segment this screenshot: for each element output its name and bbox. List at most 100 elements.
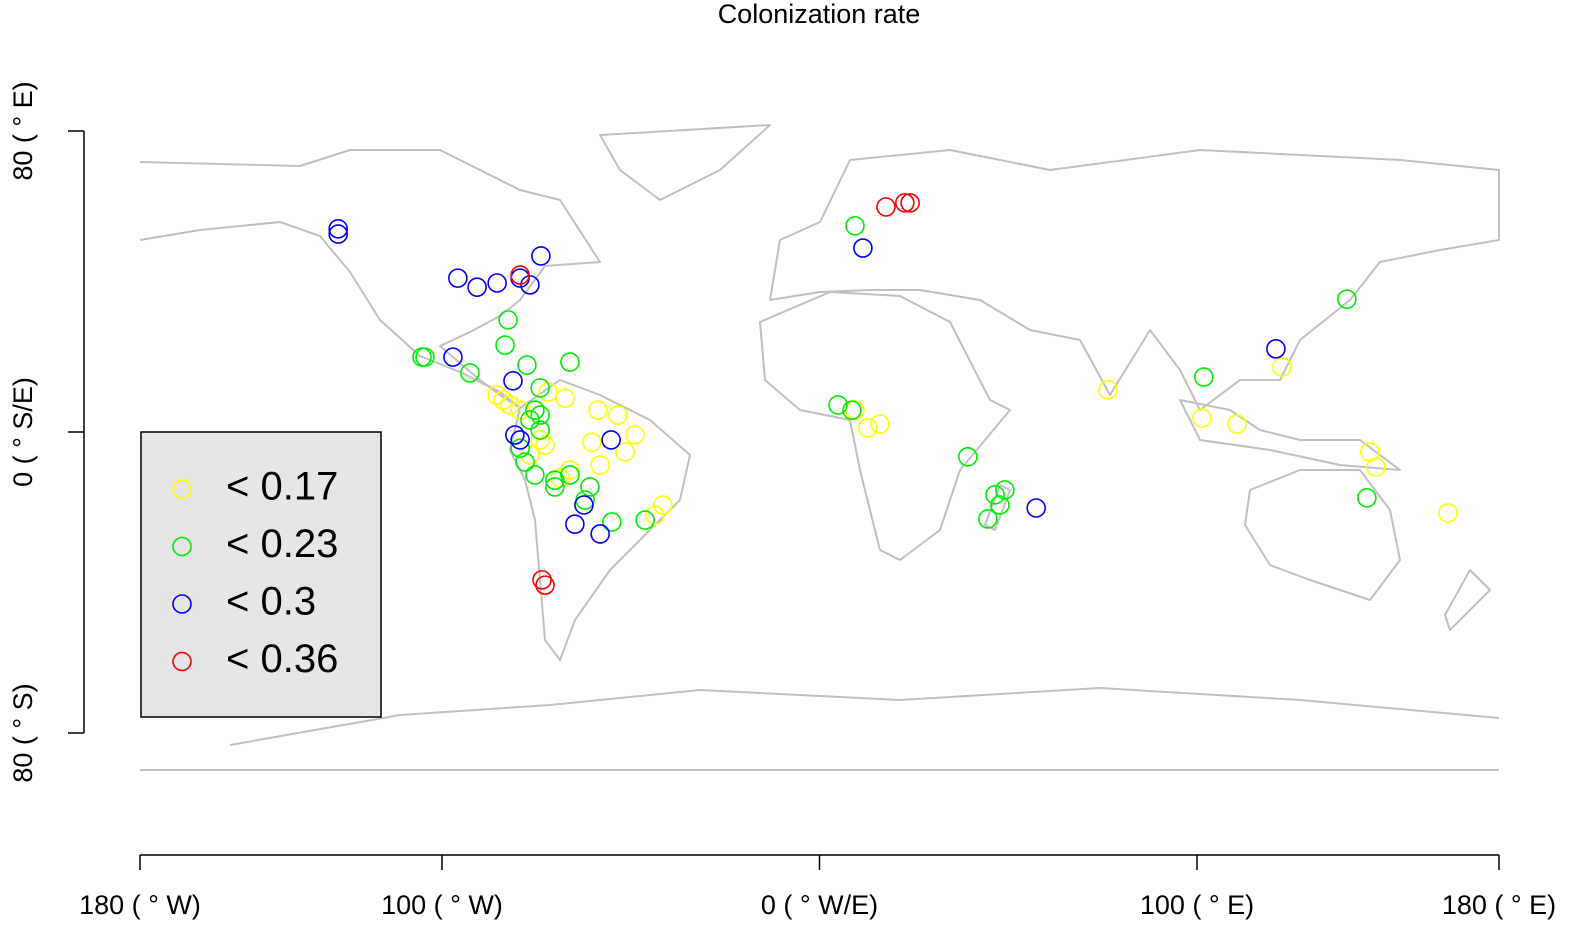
point: [653, 495, 673, 515]
point: [448, 268, 468, 288]
legend-label: < 0.3: [226, 580, 316, 624]
point: [487, 385, 507, 405]
point: [555, 388, 575, 408]
north-america: [139, 149, 601, 409]
x-tick-label: 180 ( ° W): [79, 890, 201, 920]
point: [900, 193, 920, 213]
point: [495, 335, 515, 355]
point: [328, 224, 348, 244]
point: [828, 395, 848, 415]
point: [525, 465, 545, 485]
point: [328, 219, 348, 239]
x-tick-label: 180 ( ° E): [1442, 890, 1556, 920]
point: [1266, 339, 1286, 359]
point: [560, 352, 580, 372]
y-tick-label: 80 ( ° E): [8, 81, 38, 180]
point: [985, 485, 1005, 505]
legend: < 0.17 < 0.23 < 0.3 < 0.36: [140, 431, 382, 718]
point: [1026, 498, 1046, 518]
point: [510, 400, 530, 420]
point: [1272, 357, 1292, 377]
point: [532, 570, 552, 590]
point: [1192, 408, 1212, 428]
point: [1227, 414, 1247, 434]
legend-marker: [172, 594, 192, 614]
point: [995, 480, 1015, 500]
point: [635, 510, 655, 530]
south-america: [509, 379, 691, 661]
antarctica: [140, 687, 1500, 771]
point: [1337, 289, 1357, 309]
point: [625, 425, 645, 445]
point: [510, 430, 530, 450]
southeast-asia: [1179, 399, 1401, 471]
point: [895, 193, 915, 213]
point: [1193, 367, 1214, 387]
point: [530, 420, 550, 440]
point: [876, 197, 896, 217]
point: [520, 410, 540, 430]
point: [1366, 457, 1386, 477]
point: [1438, 503, 1458, 523]
point: [460, 363, 480, 383]
point: [530, 378, 550, 398]
chart-title: Colonization rate: [718, 0, 921, 29]
new-zealand: [1444, 569, 1491, 631]
point: [588, 400, 608, 420]
point: [505, 425, 525, 445]
x-tick-label: 100 ( ° W): [381, 890, 503, 920]
point: [560, 465, 580, 485]
point: [545, 477, 565, 497]
point: [990, 495, 1010, 515]
x-tick-label: 0 ( ° W/E): [761, 890, 878, 920]
greenland: [599, 124, 771, 201]
legend-marker: [172, 479, 192, 499]
legend-label: < 0.23: [226, 522, 338, 566]
point: [608, 405, 628, 425]
point: [574, 495, 594, 515]
point: [498, 310, 518, 330]
eurasia: [769, 149, 1500, 411]
x-tick-label: 100 ( ° E): [1140, 890, 1254, 920]
africa: [759, 291, 1011, 561]
point: [510, 265, 530, 285]
point: [517, 355, 537, 375]
point: [500, 395, 520, 415]
point: [565, 514, 585, 534]
point: [590, 524, 610, 544]
madagascar: [984, 484, 1011, 531]
point: [487, 273, 507, 293]
point: [853, 238, 873, 258]
point: [560, 460, 580, 480]
point: [602, 512, 622, 532]
point: [531, 246, 551, 266]
point: [545, 470, 565, 490]
y-tick-label: 0 ( ° S/E): [8, 377, 38, 487]
point: [645, 505, 665, 525]
point: [601, 430, 621, 450]
legend-label: < 0.36: [226, 637, 338, 681]
y-tick-label: 80 ( ° S): [8, 683, 38, 782]
legend-marker: [172, 651, 192, 672]
legend-label: < 0.17: [226, 465, 338, 509]
point: [530, 430, 550, 450]
point: [590, 455, 610, 475]
point: [443, 347, 463, 367]
point: [510, 438, 530, 458]
point: [958, 447, 978, 467]
point: [580, 477, 600, 497]
point: [493, 390, 513, 410]
point: [842, 400, 862, 420]
point: [412, 347, 432, 367]
point: [520, 275, 540, 295]
point: [870, 414, 890, 434]
point: [845, 216, 865, 236]
point: [1098, 380, 1118, 400]
point: [582, 432, 602, 452]
point: [503, 371, 523, 391]
point: [615, 442, 635, 462]
point: [467, 277, 487, 297]
point: [535, 435, 555, 455]
point: [530, 405, 550, 425]
